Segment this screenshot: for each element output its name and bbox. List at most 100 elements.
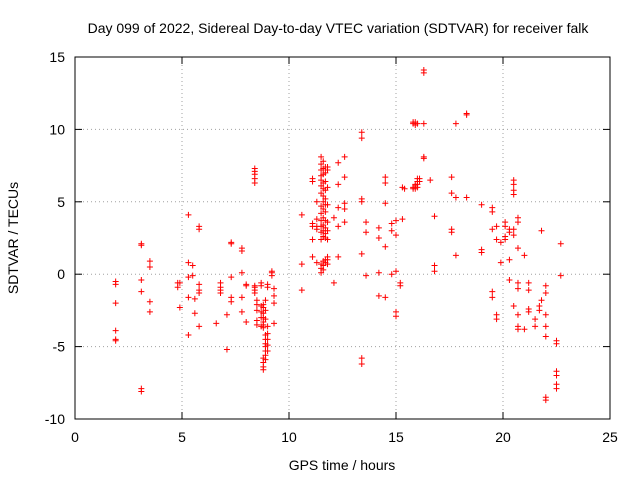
grid <box>75 57 610 419</box>
data-point <box>191 295 198 302</box>
data-point <box>506 256 513 263</box>
data-point <box>388 271 395 278</box>
data-point <box>322 208 329 215</box>
data-point <box>497 239 504 246</box>
data-point <box>238 248 245 255</box>
data-point <box>251 179 258 186</box>
data-point <box>448 174 455 181</box>
data-point <box>510 232 517 239</box>
data-point <box>420 120 427 127</box>
data-point <box>112 327 119 334</box>
data-point <box>176 279 183 286</box>
data-point <box>514 245 521 252</box>
data-point <box>185 274 192 281</box>
data-point <box>448 190 455 197</box>
data-point <box>375 235 382 241</box>
data-point <box>322 195 329 202</box>
data-point <box>358 135 365 142</box>
data-point <box>341 174 348 181</box>
data-point <box>431 262 438 269</box>
data-point <box>185 259 192 266</box>
data-point <box>313 198 320 205</box>
data-point <box>452 252 459 259</box>
data-point <box>514 279 521 286</box>
data-point <box>324 227 331 234</box>
data-point <box>138 388 145 395</box>
y-tick-label: 15 <box>49 49 65 65</box>
data-point <box>309 236 316 243</box>
data-point <box>553 372 560 379</box>
data-point <box>514 326 521 333</box>
data-point <box>514 311 521 318</box>
data-point <box>174 284 181 291</box>
data-point <box>393 268 399 275</box>
data-point <box>553 385 560 392</box>
data-point <box>271 320 278 327</box>
data-point <box>271 300 278 307</box>
data-point <box>138 276 145 283</box>
data-point <box>542 333 549 340</box>
data-point <box>493 316 500 323</box>
data-point <box>335 181 342 188</box>
data-point <box>112 337 119 344</box>
data-point <box>196 226 203 233</box>
data-point <box>262 297 269 304</box>
data-point <box>382 179 389 186</box>
data-point <box>542 311 549 318</box>
data-point <box>146 263 153 270</box>
data-point <box>388 227 395 234</box>
data-point <box>228 240 235 247</box>
data-point <box>510 181 517 188</box>
data-point <box>335 223 342 230</box>
data-point <box>138 288 145 295</box>
data-point <box>493 236 500 243</box>
chart-title: Day 099 of 2022, Sidereal Day-to-day VTE… <box>88 20 590 36</box>
data-point <box>228 274 235 281</box>
x-tick-label: 20 <box>495 429 511 445</box>
data-points <box>112 67 564 404</box>
data-point <box>542 290 549 297</box>
data-point <box>382 174 389 181</box>
data-point <box>452 194 459 201</box>
data-point <box>313 216 320 223</box>
data-point <box>185 294 192 301</box>
data-point <box>264 347 271 354</box>
data-point <box>397 282 404 289</box>
data-point <box>271 292 278 299</box>
data-point <box>489 294 496 301</box>
axis-ticks <box>74 56 611 420</box>
y-tick-label: -10 <box>45 411 65 427</box>
data-point <box>196 323 203 330</box>
data-point <box>146 308 153 315</box>
data-point <box>138 242 145 249</box>
data-point <box>514 285 521 292</box>
data-point <box>322 178 329 185</box>
data-point <box>260 366 267 373</box>
data-point <box>358 129 365 136</box>
data-point <box>335 159 342 166</box>
data-point <box>375 269 382 276</box>
data-point <box>538 297 545 304</box>
data-point <box>185 332 192 339</box>
data-point <box>112 300 119 307</box>
data-point <box>176 304 183 311</box>
data-point <box>363 229 370 236</box>
data-point <box>112 281 119 288</box>
data-point <box>510 191 517 198</box>
data-point <box>510 303 517 310</box>
data-point <box>502 236 509 243</box>
data-point <box>238 294 245 301</box>
x-tick-label: 25 <box>602 429 618 445</box>
y-tick-label: 5 <box>57 194 65 210</box>
x-tick-label: 15 <box>388 429 404 445</box>
y-tick-label: 0 <box>57 266 65 282</box>
data-point <box>262 307 269 314</box>
data-point <box>557 240 564 247</box>
data-point <box>196 290 203 297</box>
data-point <box>538 227 545 234</box>
data-point <box>493 223 500 230</box>
data-point <box>260 324 267 331</box>
data-point <box>363 219 370 226</box>
data-point <box>536 307 543 314</box>
